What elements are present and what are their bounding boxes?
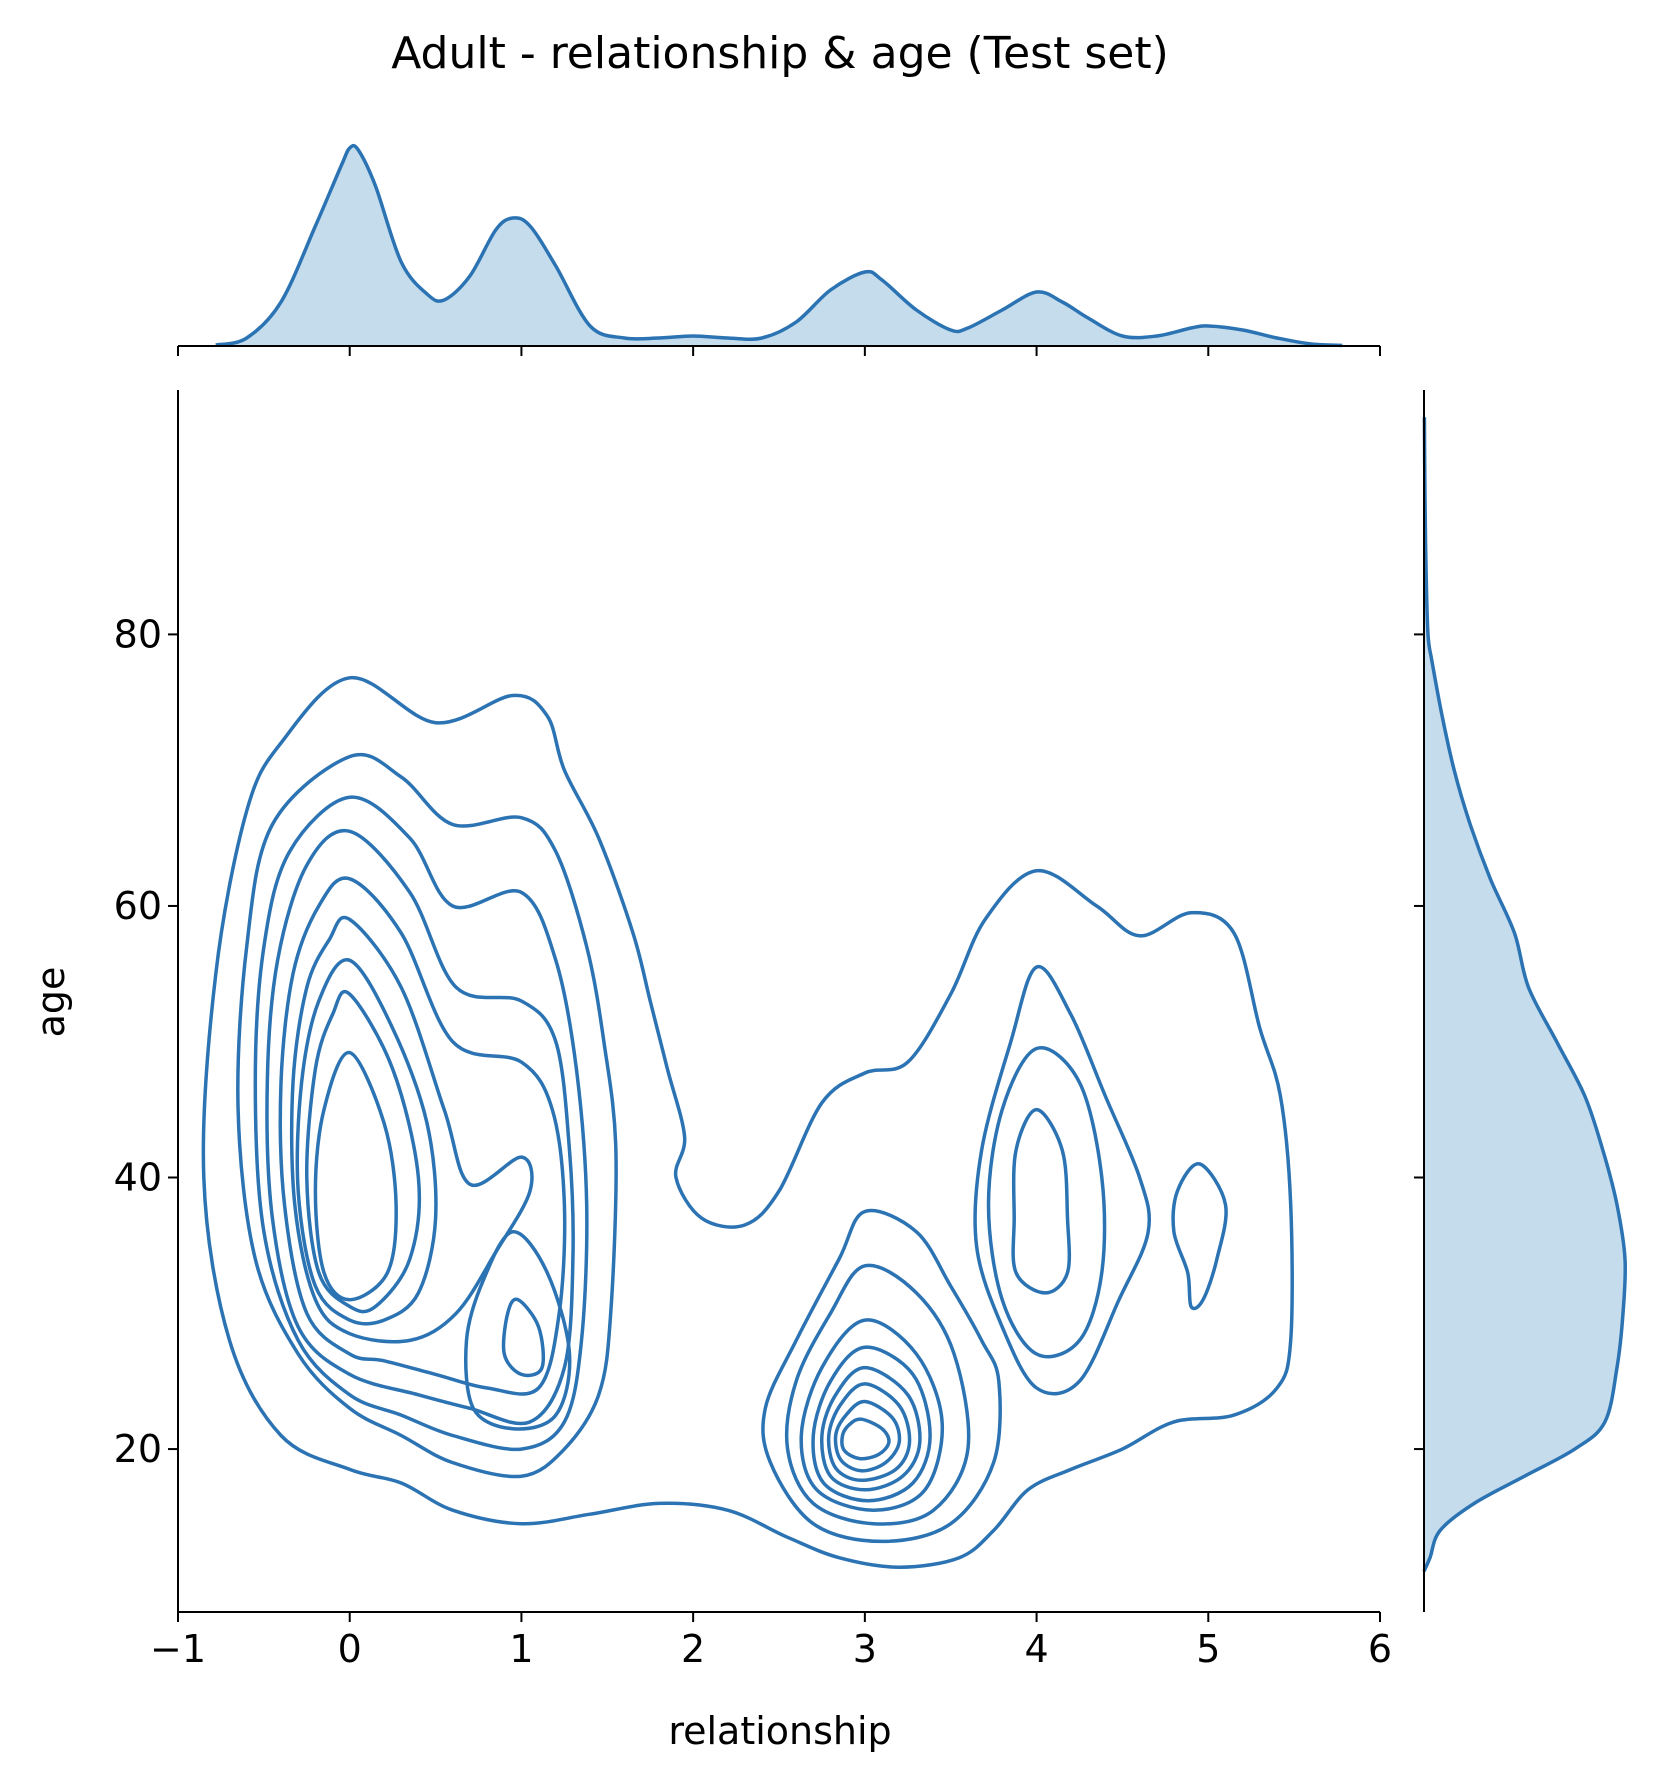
y-axis-label: age <box>29 967 73 1038</box>
y-axis-ticks: 20 40 60 80 <box>114 612 178 1471</box>
x-tick-label: −1 <box>150 1627 206 1671</box>
y-tick-label: 80 <box>114 612 162 656</box>
contour-line-1 <box>201 676 1294 1569</box>
right-marginal-density-fill <box>1424 417 1626 1572</box>
contour-line-13 <box>784 1263 971 1526</box>
x-tick-label: 0 <box>338 1627 362 1671</box>
contour-line-3 <box>253 795 589 1452</box>
contour-line-7 <box>295 958 438 1326</box>
top-marginal-density-line <box>215 143 1343 348</box>
main-plot: −1 0 1 2 3 4 5 6 20 40 60 80 <box>114 390 1392 1671</box>
contour-line-20 <box>973 965 1152 1396</box>
x-tick-label: 1 <box>509 1627 533 1671</box>
contour-line-22 <box>1011 1107 1072 1295</box>
contour-line-8 <box>305 990 422 1314</box>
contour-line-4 <box>265 828 575 1426</box>
contour-line-10 <box>464 1230 572 1431</box>
contour-line-17 <box>826 1382 912 1483</box>
contour-line-2 <box>236 752 618 1479</box>
top-marginal-plot <box>177 143 1381 356</box>
contour-line-18 <box>833 1399 902 1473</box>
x-tick-label: 5 <box>1196 1627 1220 1671</box>
right-marginal-ticks <box>1414 633 1424 1451</box>
right-marginal-density-line <box>1422 417 1628 1573</box>
y-tick-label: 60 <box>114 884 162 928</box>
x-tick-label: 4 <box>1024 1627 1048 1671</box>
x-tick-label: 6 <box>1368 1627 1392 1671</box>
contour-line-15 <box>811 1345 932 1503</box>
contour-line-16 <box>819 1365 922 1492</box>
contour-line-12 <box>761 1208 1002 1544</box>
top-marginal-ticks <box>177 346 1381 356</box>
contour-line-9 <box>313 1050 398 1302</box>
contour-line-21 <box>986 1046 1107 1359</box>
kde-contours <box>201 676 1294 1569</box>
x-axis-label: relationship <box>668 1709 891 1753</box>
contour-line-11 <box>501 1297 546 1378</box>
top-marginal-density-fill <box>215 145 1343 346</box>
y-tick-label: 20 <box>114 1427 162 1471</box>
contour-line-19 <box>840 1417 891 1461</box>
chart-title: Adult - relationship & age (Test set) <box>391 28 1169 79</box>
contour-line-23 <box>1171 1162 1228 1311</box>
x-axis-ticks: −1 0 1 2 3 4 5 6 <box>150 1612 1392 1671</box>
x-tick-label: 3 <box>853 1627 877 1671</box>
right-marginal-plot <box>1414 390 1628 1612</box>
contour-line-6 <box>289 915 534 1344</box>
contour-line-14 <box>799 1318 945 1512</box>
y-tick-label: 40 <box>114 1156 162 1200</box>
x-tick-label: 2 <box>681 1627 705 1671</box>
